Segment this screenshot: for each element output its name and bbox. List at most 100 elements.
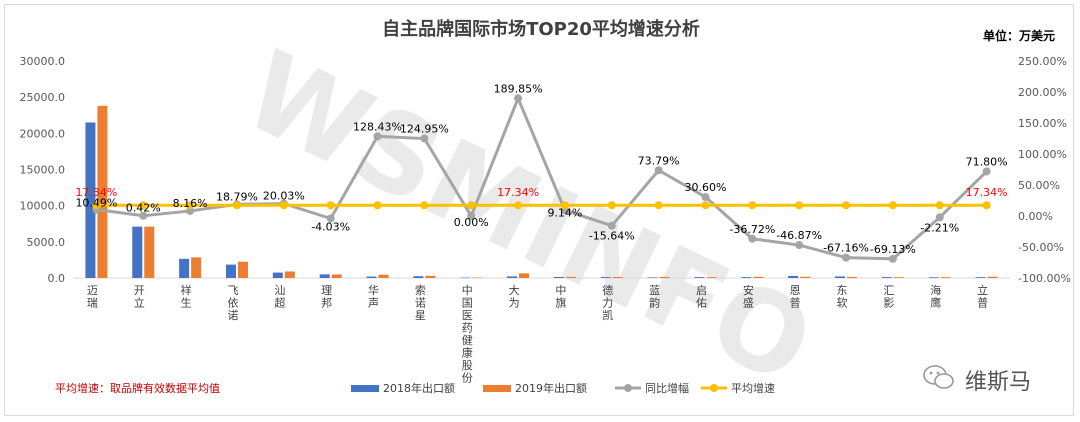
yoy-growth-point [420, 134, 429, 143]
wechat-icon [923, 365, 954, 389]
yoy-growth-point [982, 167, 991, 176]
category-label: 中旗 [555, 284, 566, 310]
bar-2019 [659, 276, 670, 278]
yoy-growth-point [795, 241, 804, 250]
yoy-growth-label: 124.95% [400, 123, 449, 136]
bar-2018 [881, 277, 892, 278]
yoy-growth-point [467, 212, 476, 220]
bar-2018 [507, 276, 518, 278]
yoy-growth-point [842, 253, 851, 262]
legend-marker [624, 384, 632, 392]
bar-2018 [319, 274, 330, 278]
bar-2019 [191, 257, 202, 278]
average-growth-label: 17.34% [497, 186, 539, 199]
y-right-tick-label: 200.00% [1018, 86, 1067, 99]
average-growth-point [654, 201, 663, 210]
category-label: 理邦 [321, 284, 332, 310]
category-label: 祥生 [181, 283, 192, 310]
yoy-growth-label: -4.03% [311, 220, 350, 233]
yoy-growth-label: 71.80% [966, 155, 1008, 168]
yoy-growth-label: -15.64% [589, 230, 635, 243]
bar-2019 [565, 276, 576, 278]
average-growth-point [326, 201, 335, 210]
bar-2018 [85, 122, 96, 278]
average-growth-point [701, 201, 710, 210]
average-growth-point [982, 201, 991, 210]
category-label: 启佑 [696, 284, 707, 310]
average-growth-point [92, 201, 101, 210]
bar-2019 [987, 276, 998, 278]
chart-svg: WSMINFO 自主品牌国际市场TOP20平均增速分析 单位：万美元 0.050… [20, 18, 1071, 409]
average-growth-label: 17.34% [75, 186, 117, 199]
yoy-growth-point [139, 211, 148, 220]
bar-2019 [144, 226, 155, 278]
category-label: 立普 [977, 283, 988, 310]
average-growth-point [795, 201, 804, 210]
y-left-tick-label: 25000.0 [20, 91, 66, 104]
average-growth-point [607, 201, 616, 210]
bar-2019 [472, 277, 483, 279]
legend-label: 2019年出口额 [515, 381, 587, 395]
average-growth-point [748, 201, 757, 210]
legend-marker [710, 384, 718, 392]
legend-item: 2018年出口额 [351, 381, 455, 395]
average-growth-point [514, 201, 523, 210]
bar-2019 [331, 274, 342, 278]
average-growth-point [232, 201, 241, 210]
legend-label: 平均增速 [731, 381, 775, 395]
average-growth-point [467, 201, 476, 210]
yoy-growth-label: 18.79% [216, 190, 258, 203]
legend-item: 2019年出口额 [483, 381, 587, 395]
bar-2018 [694, 277, 705, 278]
category-label: 东软 [837, 284, 848, 310]
yoy-growth-label: 0.00% [454, 216, 489, 229]
wechat-label: 维斯马 [965, 370, 1031, 395]
average-growth-point [842, 201, 851, 210]
legend-label: 同比增幅 [645, 381, 689, 395]
bar-2018 [553, 276, 564, 278]
yoy-growth-point [514, 94, 523, 103]
legend-swatch [351, 385, 379, 392]
y-right-tick-label: 50.00% [1018, 179, 1060, 192]
category-label: 华声 [368, 283, 379, 310]
bar-2018 [413, 276, 424, 278]
bar-2018 [366, 276, 377, 278]
bar-2019 [97, 105, 108, 278]
yoy-growth-point [373, 132, 382, 141]
legend-item: 同比增幅 [615, 381, 689, 395]
chart-title: 自主品牌国际市场TOP20平均增速分析 [382, 18, 700, 40]
y-right-tick-label: 250.00% [1018, 55, 1067, 68]
yoy-growth-label: -67.16% [823, 242, 869, 255]
y-right-tick-label: 0.00% [1018, 210, 1053, 223]
bar-2018 [741, 277, 752, 278]
yoy-growth-label: 73.79% [638, 154, 680, 167]
yoy-growth-label: 30.60% [684, 181, 726, 194]
average-growth-point [373, 201, 382, 210]
bar-2019 [893, 277, 904, 278]
category-label: 飞依诺 [227, 284, 238, 322]
footnote: 平均增速：取品牌有效数据平均值 [55, 381, 220, 395]
bar-2018 [179, 258, 190, 278]
category-label: 迈瑞 [87, 284, 98, 310]
yoy-growth-label: 128.43% [353, 120, 402, 133]
bar-2019 [940, 277, 951, 278]
average-growth-point [420, 201, 429, 210]
bar-2018 [272, 272, 283, 278]
yoy-growth-label: 0.42% [126, 202, 161, 215]
y-left-tick-label: 10000.0 [20, 200, 66, 213]
y-left-tick-label: 20000.0 [20, 127, 66, 140]
yoy-growth-point [186, 206, 195, 215]
y-left-tick-label: 0.0 [48, 272, 66, 285]
bar-2019 [753, 276, 764, 278]
bar-2018 [132, 226, 143, 278]
yoy-growth-label: 9.14% [547, 206, 582, 219]
wechat-badge: 维斯马 [923, 365, 1031, 395]
category-label: 汇影 [883, 284, 894, 310]
category-label: 蓝韵 [649, 284, 660, 310]
bar-2019 [378, 274, 389, 278]
bar-2018 [975, 277, 986, 278]
average-growth-label: 17.34% [966, 186, 1008, 199]
yoy-growth-label: 189.85% [494, 82, 543, 95]
category-label: 安盛 [743, 283, 754, 310]
category-label: 恩普 [790, 284, 801, 310]
